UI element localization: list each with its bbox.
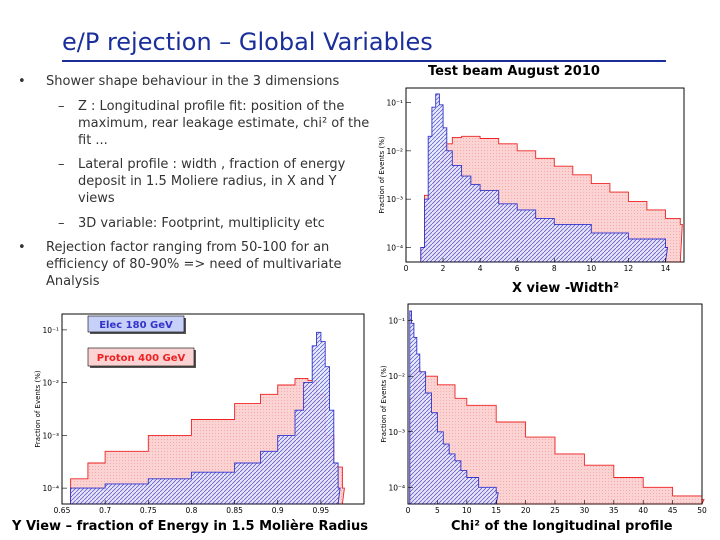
y-tick-label: 10⁻¹ xyxy=(388,317,405,326)
y-tick-label: 10⁻² xyxy=(386,147,403,156)
y-tick-label: 10⁻² xyxy=(42,379,59,388)
sub-bullet-3d: 3D variable: Footprint, multiplicity etc xyxy=(78,216,325,231)
x-tick-label: 40 xyxy=(638,506,648,515)
legend-box xyxy=(87,315,185,333)
x-tick-label: 0.85 xyxy=(226,506,243,515)
x-tick-label: 6 xyxy=(515,264,520,273)
series-electron-area xyxy=(409,310,499,505)
y-axis-label: Fraction of Events (%) xyxy=(380,365,388,442)
y-tick-label: 10⁻³ xyxy=(386,195,403,204)
x-tick-label: 25 xyxy=(550,506,560,515)
x-tick-label: 45 xyxy=(668,506,678,515)
x-tick-label: 0.8 xyxy=(185,506,197,515)
plot-frame-outline xyxy=(405,87,685,263)
x-tick-label: 0.65 xyxy=(54,506,71,515)
x-tick-label: 30 xyxy=(580,506,590,515)
x-tick-label: 2 xyxy=(441,264,446,273)
title-underline xyxy=(62,60,666,62)
bullet-marker: • xyxy=(18,74,26,89)
y-axis-label: Fraction of Events (%) xyxy=(378,136,386,213)
legend-label: Elec 180 GeV xyxy=(99,320,173,331)
x-tick-label: 0.75 xyxy=(140,506,157,515)
legend-label: Proton 400 GeV xyxy=(97,353,186,364)
x-tick-label: 20 xyxy=(521,506,531,515)
y-tick-label: 10⁻⁴ xyxy=(42,484,59,493)
x-tick-label: 8 xyxy=(552,264,557,273)
x-tick-label: 5 xyxy=(435,506,440,515)
sub-bullet-marker: – xyxy=(58,99,65,114)
bullet-marker: • xyxy=(18,240,26,255)
y-tick-label: 10⁻¹ xyxy=(386,99,403,108)
x-tick-label: 0 xyxy=(404,264,409,273)
chart-xlabel: Chi² of the longitudinal profile xyxy=(451,519,673,534)
x-tick-label: 14 xyxy=(661,264,671,273)
x-tick-label: 10 xyxy=(462,506,472,515)
series-electron-area xyxy=(70,331,341,505)
chart-chi2: 0 5 10 15 20 25 30 35 40 45 50 10⁻¹ 10⁻² 10⁻³ 10⁻⁴ Frac… xyxy=(380,303,707,515)
y-axis-label: Fraction of Events (%) xyxy=(34,370,42,447)
x-tick-label: 0 xyxy=(406,506,411,515)
chart-y-fraction: 0.65 0.7 0.75 0.8 0.85 0.9 0.95 10⁻¹ 10⁻² 10⁻³ 10⁻… xyxy=(34,313,365,515)
y-tick-label: 10⁻⁴ xyxy=(388,483,405,492)
sub-bullet-longitudinal: Z : Longitudinal profile fit: position o… xyxy=(78,99,370,148)
slide-title: e/P rejection – Global Variables xyxy=(62,28,433,56)
x-tick-label: 0.7 xyxy=(99,506,111,515)
bullet-rejection: Rejection factor ranging from 50-100 for… xyxy=(46,240,342,289)
chart-xlabel: X view -Width² xyxy=(512,281,619,296)
series-electron-area xyxy=(420,93,669,263)
sub-bullet-marker: – xyxy=(58,157,65,172)
x-tick-label: 4 xyxy=(478,264,483,273)
sub-bullet-lateral: Lateral profile : width , fraction of en… xyxy=(78,157,346,206)
chart-x-width: 0 2 4 6 8 10 12 14 10⁻¹ 10⁻² 10⁻³ 10⁻⁴ Fraction of E… xyxy=(378,87,685,273)
x-tick-label: 10 xyxy=(587,264,597,273)
chart-title: Test beam August 2010 xyxy=(428,64,600,79)
x-tick-label: 35 xyxy=(609,506,619,515)
legend-box xyxy=(87,347,195,367)
chart-xlabel: Y View – fraction of Energy in 1.5 Moliè… xyxy=(12,519,368,534)
x-tick-label: 12 xyxy=(624,264,634,273)
x-tick-label: 15 xyxy=(491,506,501,515)
plot-frame-outline xyxy=(61,313,365,505)
y-tick-label: 10⁻² xyxy=(388,372,405,381)
y-tick-label: 10⁻¹ xyxy=(42,326,59,335)
x-tick-label: 50 xyxy=(697,506,707,515)
x-tick-label: 0.9 xyxy=(272,506,284,515)
bullet-shower-shape: Shower shape behaviour in the 3 dimensio… xyxy=(46,74,340,89)
y-tick-label: 10⁻⁴ xyxy=(386,243,403,252)
y-tick-label: 10⁻³ xyxy=(42,431,59,440)
y-tick-label: 10⁻³ xyxy=(388,428,405,437)
x-tick-label: 0.95 xyxy=(313,506,330,515)
sub-bullet-marker: – xyxy=(58,216,65,231)
